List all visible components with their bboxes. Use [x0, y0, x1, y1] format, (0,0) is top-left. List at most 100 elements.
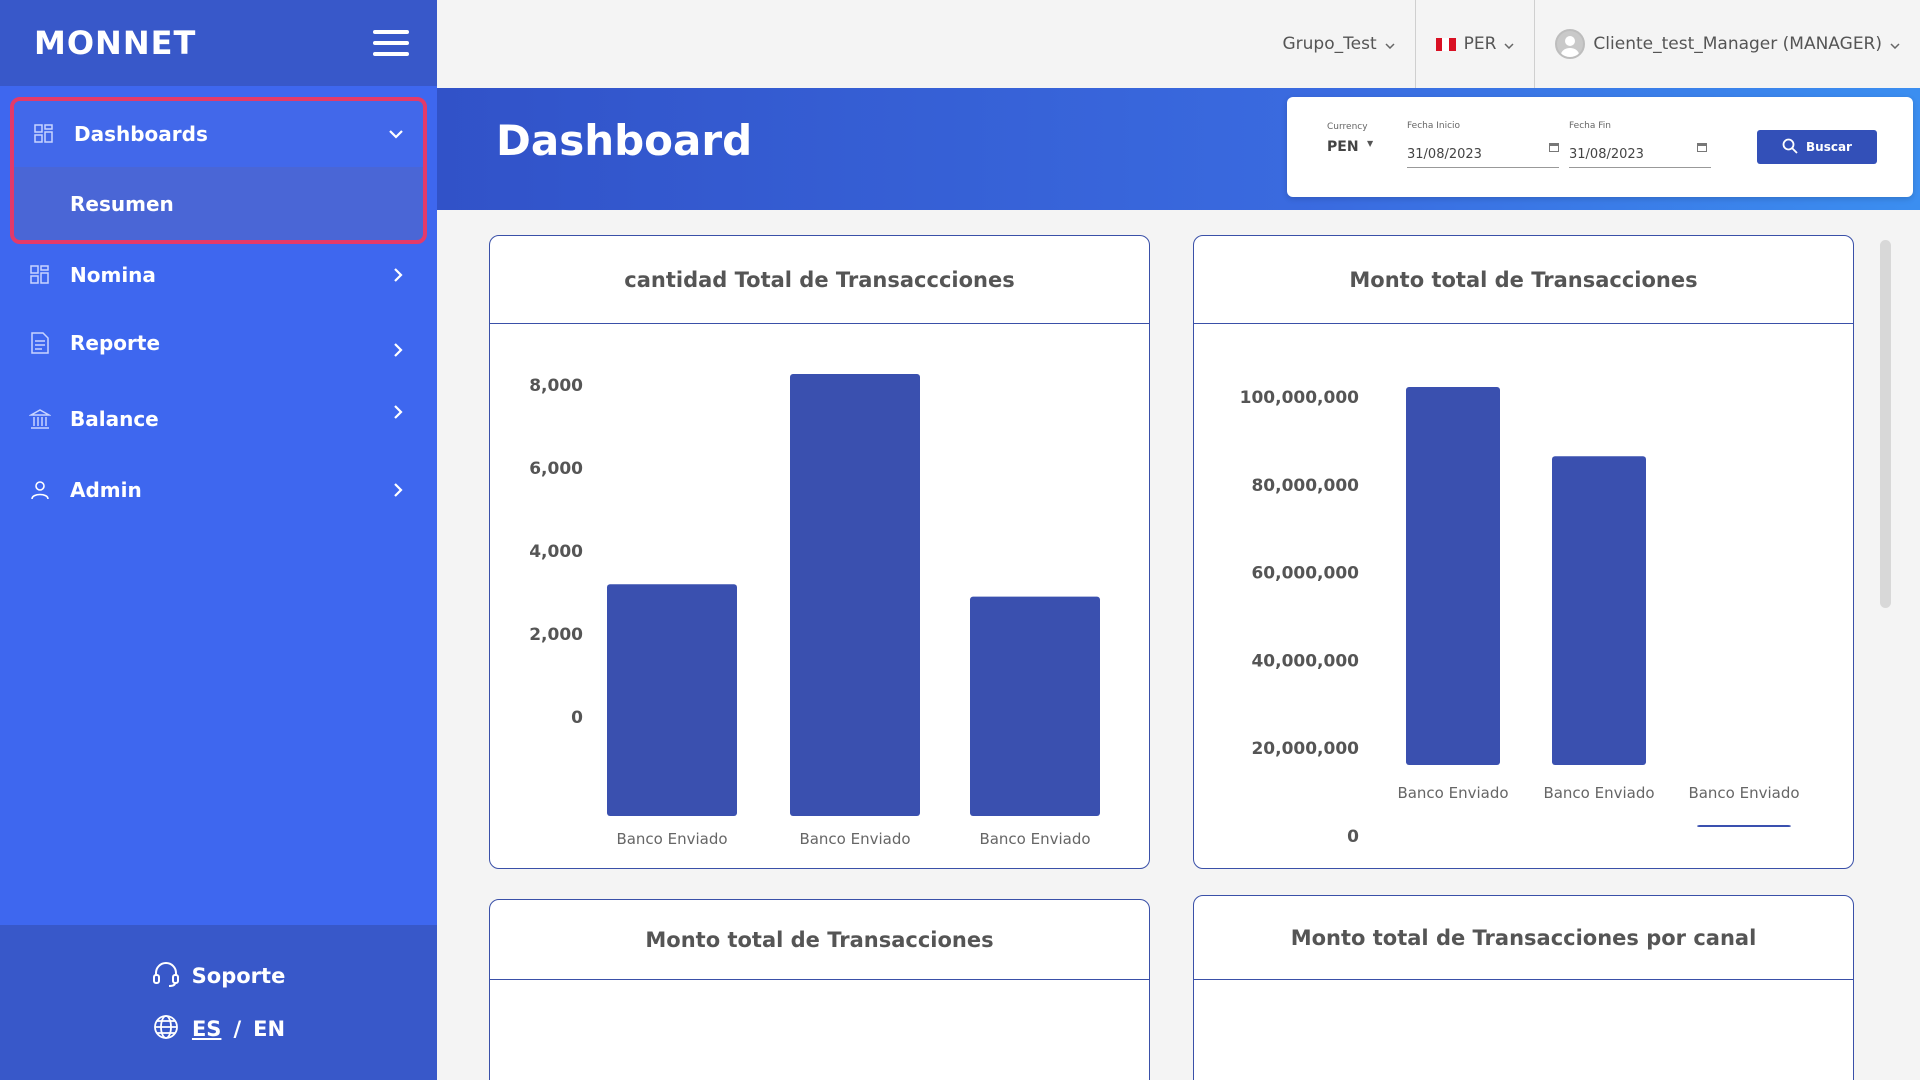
x-tick-label: Banco Enviado: [1688, 784, 1799, 802]
nav-group-dashboards: Dashboards Resumen: [10, 97, 427, 244]
language-separator: /: [233, 1017, 242, 1041]
y-tick-label: 100,000,000: [1240, 388, 1360, 408]
y-tick-label: 0: [571, 708, 583, 728]
chevron-down-icon: [1890, 34, 1900, 54]
sidebar: MONNET Dashboards Resumen Nomina Reporte: [0, 0, 437, 1080]
y-tick-label: 80,000,000: [1251, 476, 1359, 496]
scrollbar[interactable]: [1880, 240, 1891, 608]
x-tick-label: Banco Enviado: [616, 830, 727, 848]
sidebar-item-label: Balance: [70, 407, 159, 431]
card-title: Monto total de Transacciones: [490, 900, 1149, 980]
sidebar-item-dashboards[interactable]: Dashboards: [14, 101, 423, 167]
sidebar-item-label: Admin: [70, 478, 142, 502]
bar-chart-transaction-count: 0 2,000 4,000 6,000 8,000 Banco Enviado Banco …: [529, 374, 1100, 848]
chart-card-transaction-count: cantidad Total de Transaccciones 0 2,000 4…: [489, 235, 1150, 869]
headset-icon: [152, 960, 180, 993]
chevron-down-icon: [1504, 34, 1514, 54]
y-tick-label: 60,000,000: [1251, 564, 1359, 584]
chart-card-transaction-amount: Monto total de Transacciones 0 20,000,000…: [1193, 235, 1854, 869]
globe-icon: [152, 1013, 180, 1046]
sidebar-item-admin[interactable]: Admin: [0, 461, 437, 519]
support-link[interactable]: Soporte: [152, 960, 286, 993]
filter-panel: Currency PEN ▼ Fecha Inicio 31/08/2023 F…: [1287, 97, 1913, 197]
chevron-right-icon: [387, 264, 409, 286]
avatar: [1555, 29, 1586, 59]
document-icon: [28, 331, 52, 355]
peru-flag-icon: [1435, 37, 1456, 51]
bar: [1697, 825, 1791, 828]
bar: [790, 374, 920, 816]
underline: [1569, 167, 1711, 168]
x-tick-label: Banco Enviado: [1543, 784, 1654, 802]
calendar-icon[interactable]: [1549, 143, 1559, 152]
bank-icon: [28, 407, 52, 431]
search-button[interactable]: Buscar: [1757, 130, 1877, 164]
chevron-down-icon: [385, 123, 407, 145]
currency-value: PEN: [1327, 139, 1359, 155]
y-tick-label: 40,000,000: [1251, 651, 1359, 671]
caret-down-icon: ▼: [1367, 139, 1374, 148]
search-icon: [1782, 138, 1798, 157]
end-date-value: 31/08/2023: [1569, 147, 1644, 162]
chevron-right-icon: [387, 479, 409, 501]
sidebar-header: MONNET: [0, 0, 437, 86]
chevron-down-icon: [1385, 34, 1395, 54]
sidebar-item-nomina[interactable]: Nomina: [0, 246, 437, 304]
group-selector[interactable]: Grupo_Test: [1263, 0, 1415, 88]
calendar-icon[interactable]: [1697, 143, 1707, 152]
y-tick-label: 2,000: [529, 625, 583, 645]
card-title: Monto total de Transacciones: [1194, 236, 1853, 324]
country-label: PER: [1463, 34, 1497, 54]
sidebar-item-label: Nomina: [70, 263, 156, 287]
sidebar-item-balance[interactable]: Balance: [0, 390, 437, 448]
y-tick-label: 8,000: [529, 376, 583, 396]
group-label: Grupo_Test: [1282, 34, 1377, 54]
start-date-field[interactable]: 31/08/2023: [1407, 137, 1559, 168]
user-menu[interactable]: Cliente_test_Manager (MANAGER): [1535, 0, 1920, 88]
support-label: Soporte: [191, 964, 286, 988]
sidebar-footer: Soporte ES / EN: [0, 925, 437, 1080]
card-title: cantidad Total de Transaccciones: [490, 236, 1149, 324]
bar: [607, 584, 737, 816]
x-tick-label: Banco Enviado: [799, 830, 910, 848]
language-en-link[interactable]: EN: [253, 1017, 286, 1041]
x-tick-label: Banco Enviado: [1397, 784, 1508, 802]
divider: [1534, 0, 1536, 88]
x-tick-label: Banco Enviado: [979, 830, 1090, 848]
currency-select[interactable]: PEN ▼: [1327, 135, 1377, 159]
user-name: Cliente_test_Manager (MANAGER): [1593, 34, 1882, 54]
sidebar-subitem-resumen[interactable]: Resumen: [70, 191, 174, 216]
menu-toggle-icon[interactable]: [373, 30, 409, 56]
bar: [1552, 456, 1646, 765]
y-tick-label: 4,000: [529, 542, 583, 562]
dashboard-grid-icon: [28, 263, 52, 287]
bar-chart-transaction-amount: 0 20,000,000 40,000,000 60,000,000 80,000,00…: [1240, 387, 1800, 847]
y-tick-label: 0: [1347, 827, 1359, 847]
user-icon: [28, 478, 52, 502]
y-tick-label: 6,000: [529, 459, 583, 479]
bar: [970, 596, 1100, 816]
country-selector[interactable]: PER: [1416, 0, 1535, 88]
chevron-right-icon: [387, 339, 409, 361]
search-button-label: Buscar: [1806, 140, 1852, 154]
logo: MONNET: [34, 24, 197, 62]
sidebar-item-label: Dashboards: [74, 122, 208, 146]
currency-label: Currency: [1327, 122, 1368, 132]
y-tick-label: 20,000,000: [1251, 739, 1359, 759]
page-title: Dashboard: [496, 116, 753, 165]
card-title: Monto total de Transacciones por canal: [1194, 896, 1853, 980]
divider: [1414, 0, 1416, 88]
sidebar-item-reporte[interactable]: Reporte: [0, 314, 437, 372]
language-switch: ES / EN: [152, 1013, 285, 1046]
chart-card-amount-2: Monto total de Transacciones: [489, 899, 1150, 1080]
dashboard-grid-icon: [32, 122, 56, 146]
page-banner: Dashboard Currency PEN ▼ Fecha Inicio 31…: [437, 88, 1920, 210]
sidebar-item-label: Reporte: [70, 331, 161, 355]
bar: [1406, 387, 1500, 765]
start-date-value: 31/08/2023: [1407, 147, 1482, 162]
language-es-link[interactable]: ES: [191, 1017, 222, 1041]
chevron-right-icon: [387, 401, 409, 423]
end-date-field[interactable]: 31/08/2023: [1569, 137, 1711, 168]
start-date-label: Fecha Inicio: [1407, 121, 1461, 131]
top-bar: Grupo_Test PER Cliente_test_Manager (MAN…: [437, 0, 1920, 88]
